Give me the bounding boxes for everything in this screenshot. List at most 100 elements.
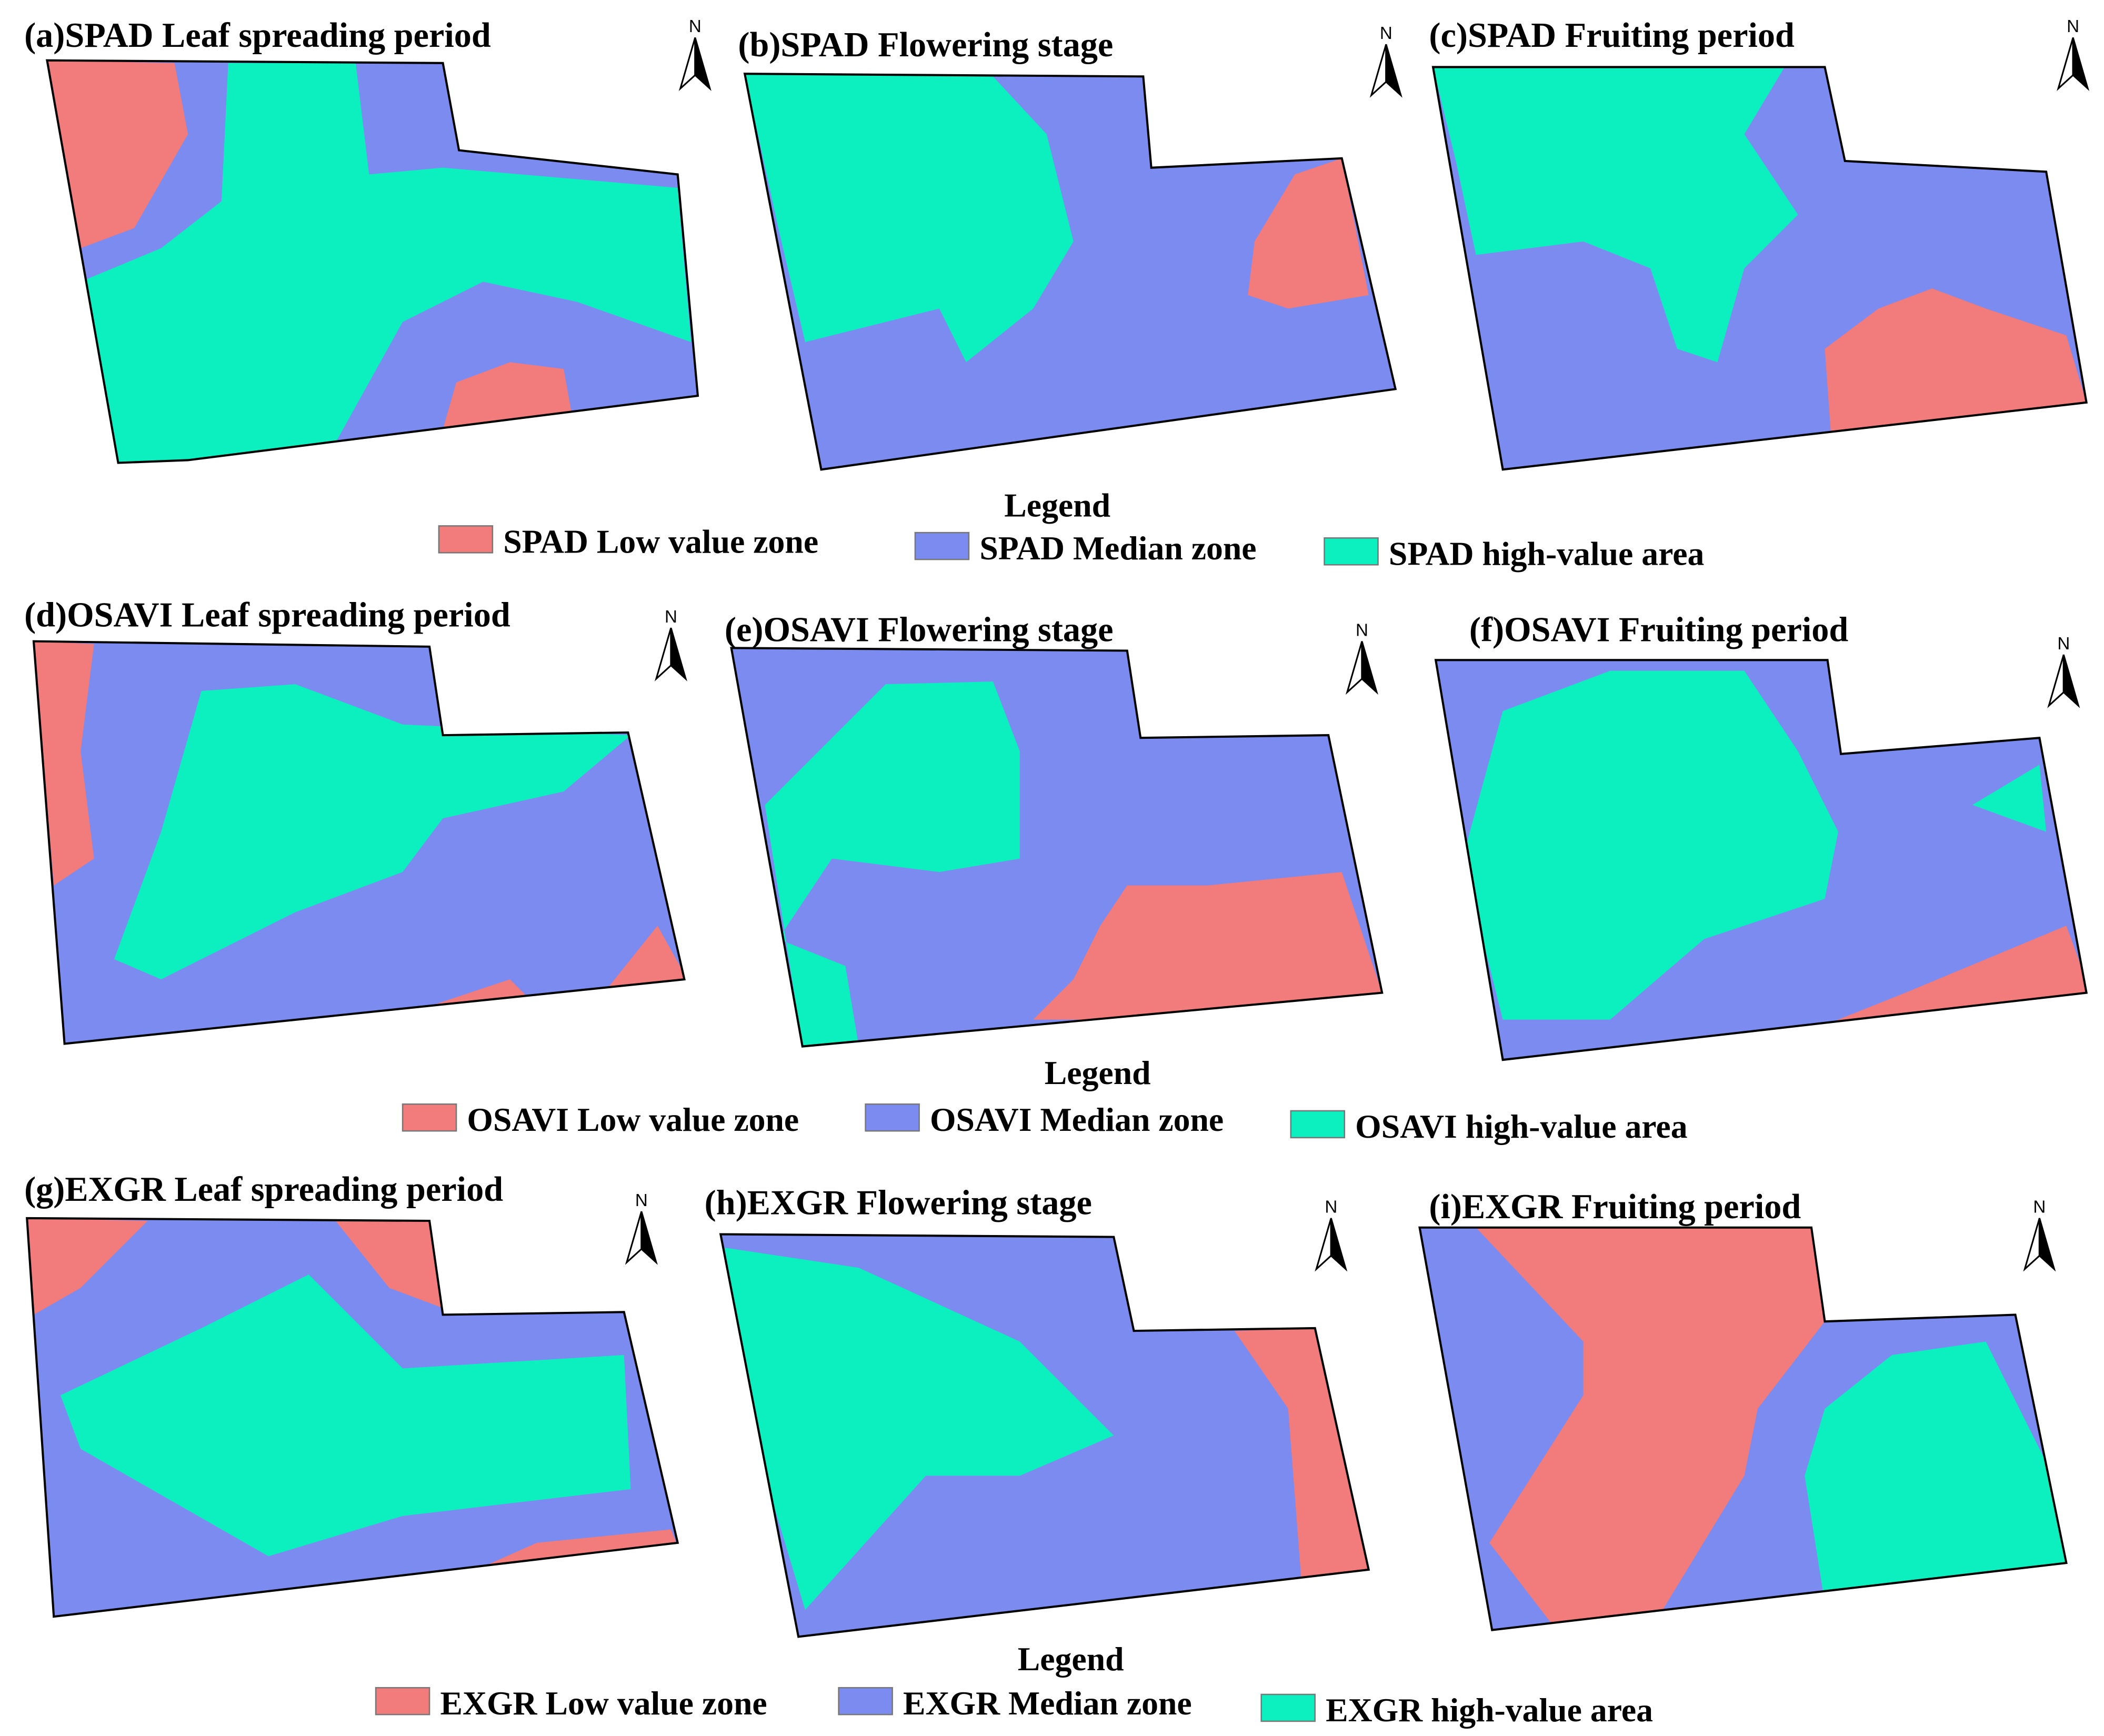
north-arrow xyxy=(2072,37,2090,92)
north-arrow xyxy=(1315,1218,1332,1272)
north-arrow xyxy=(1345,641,1363,695)
legend-swatch xyxy=(402,1103,457,1132)
low-zone xyxy=(1234,1328,1369,1583)
legend-swatch xyxy=(375,1687,430,1715)
field-outline xyxy=(26,1217,679,1618)
north-label: N xyxy=(689,17,702,36)
north-label: N xyxy=(2033,1198,2046,1217)
field-outline xyxy=(1431,66,2088,471)
map-panel: (i)EXGR Fruiting period N xyxy=(1418,1188,2068,1631)
north-arrow xyxy=(2057,37,2074,92)
legend-swatch xyxy=(1260,1693,1316,1722)
legend: Legend EXGR Low value zone EXGR Median zon… xyxy=(375,1640,1653,1729)
low-zone xyxy=(604,926,685,993)
field-outline xyxy=(730,647,1384,1048)
low-zone xyxy=(27,1218,148,1315)
map-panel: (g)EXGR Leaf spreading period N xyxy=(24,1170,679,1618)
map-panel: (d)OSAVI Leaf spreading period N xyxy=(24,596,687,1045)
legend-label: OSAVI Low value zone xyxy=(467,1101,799,1138)
map-panel: (b)SPAD Flowering stage N xyxy=(738,24,1402,471)
legend-swatch xyxy=(1324,537,1379,566)
legend-label: SPAD high-value area xyxy=(1389,535,1704,572)
legend-swatch xyxy=(1290,1110,1346,1139)
legend-swatch xyxy=(838,1687,893,1715)
high-zone xyxy=(1462,670,1838,1020)
north-label: N xyxy=(635,1191,648,1210)
low-zone xyxy=(1798,926,2087,1047)
high-zone xyxy=(81,63,692,463)
map-panel: (c)SPAD Fruiting period N xyxy=(1429,16,2090,471)
north-label: N xyxy=(1356,620,1368,640)
north-label: N xyxy=(2067,17,2079,36)
north-arrow xyxy=(1330,1218,1348,1272)
panel-title: (a)SPAD Leaf spreading period xyxy=(24,16,491,55)
panel-title: (h)EXGR Flowering stage xyxy=(705,1183,1092,1222)
high-zone xyxy=(765,681,1020,1047)
high-zone xyxy=(724,1247,1114,1610)
north-arrow xyxy=(678,37,696,92)
north-label: N xyxy=(1325,1198,1337,1217)
low-zone xyxy=(1825,288,2087,443)
legend-label: OSAVI Median zone xyxy=(930,1101,1224,1138)
high-zone xyxy=(60,1274,631,1557)
legend-title: Legend xyxy=(1018,1640,1124,1678)
legend-swatch xyxy=(914,531,970,560)
legend: Legend OSAVI Low value zone OSAVI Median z… xyxy=(402,1054,1688,1145)
legend-label: EXGR Low value zone xyxy=(440,1684,767,1722)
low-zone xyxy=(1033,872,1382,1020)
panel-title: (c)SPAD Fruiting period xyxy=(1429,16,1795,55)
north-label: N xyxy=(2057,634,2070,654)
legend-label: EXGR high-value area xyxy=(1326,1691,1653,1729)
map-panel: (e)OSAVI Flowering stage N xyxy=(725,611,1384,1048)
zones xyxy=(1433,67,2087,470)
north-arrow xyxy=(670,627,687,681)
legend-title: Legend xyxy=(1004,487,1110,524)
north-arrow xyxy=(2062,654,2080,708)
zones xyxy=(1436,660,2087,1060)
legend-label: SPAD Median zone xyxy=(979,529,1256,567)
legend-label: EXGR Median zone xyxy=(903,1684,1192,1722)
north-arrow xyxy=(2038,1218,2056,1272)
low-zone xyxy=(47,60,188,248)
map-panel: (h)EXGR Flowering stage N xyxy=(705,1183,1370,1638)
zones xyxy=(731,648,1382,1047)
legend-label: SPAD Low value zone xyxy=(503,523,818,560)
legend-swatch xyxy=(438,525,494,554)
panel-title: (g)EXGR Leaf spreading period xyxy=(24,1170,503,1209)
field-outline xyxy=(46,59,699,464)
north-arrow xyxy=(2023,1218,2040,1272)
north-arrow xyxy=(2047,654,2065,708)
zones xyxy=(720,1234,1369,1637)
legend: Legend SPAD Low value zone SPAD Median zon… xyxy=(438,487,1704,572)
high-zone xyxy=(114,684,631,980)
low-zone xyxy=(1248,158,1369,309)
zones xyxy=(27,1218,678,1617)
field-outline xyxy=(1434,659,2088,1061)
north-arrow xyxy=(640,1211,658,1265)
north-arrow xyxy=(654,627,672,681)
field-outline xyxy=(719,1233,1370,1638)
field-outline xyxy=(743,73,1397,471)
field-outline xyxy=(1418,1226,2068,1631)
panel-title: (e)OSAVI Flowering stage xyxy=(725,611,1114,649)
panel-title: (i)EXGR Fruiting period xyxy=(1429,1188,1801,1226)
north-arrow xyxy=(1361,641,1378,695)
legend-label: OSAVI high-value area xyxy=(1355,1108,1687,1145)
high-zone xyxy=(1805,1341,2067,1603)
north-label: N xyxy=(1380,24,1392,43)
north-label: N xyxy=(665,607,677,627)
low-zone xyxy=(335,1221,443,1308)
panel-title: (d)OSAVI Leaf spreading period xyxy=(24,596,510,635)
zones xyxy=(47,60,698,463)
high-zone xyxy=(745,74,1074,363)
north-arrow xyxy=(1369,44,1387,98)
map-panel: (a)SPAD Leaf spreading period N xyxy=(24,16,712,464)
zones xyxy=(745,74,1396,470)
panel-title: (f)OSAVI Fruiting period xyxy=(1469,611,1849,649)
high-zone xyxy=(1433,67,1798,363)
field-outline xyxy=(32,640,686,1045)
north-arrow xyxy=(1385,44,1402,98)
legend-title: Legend xyxy=(1045,1054,1151,1091)
map-panel: (f)OSAVI Fruiting period N xyxy=(1434,611,2088,1061)
